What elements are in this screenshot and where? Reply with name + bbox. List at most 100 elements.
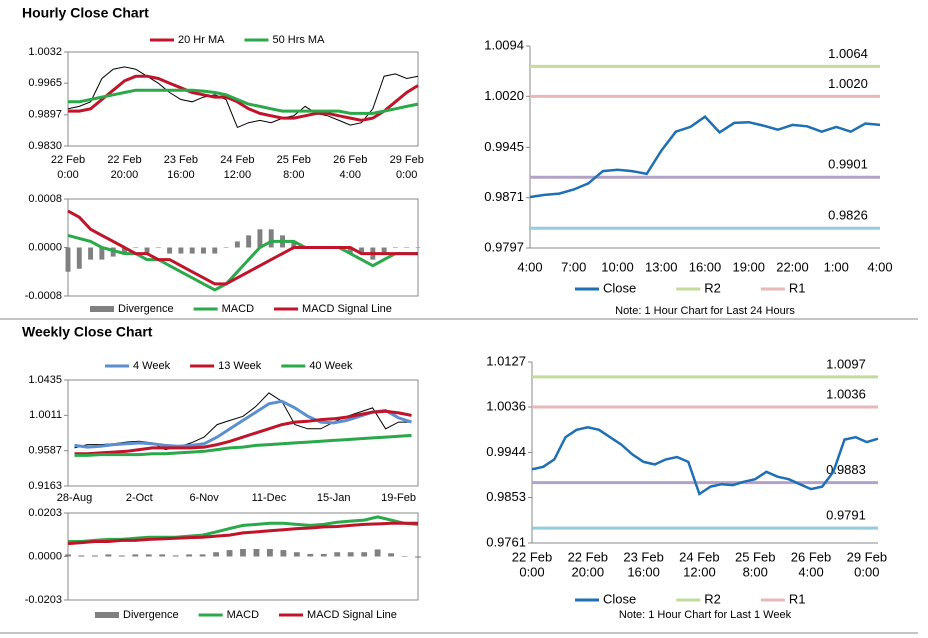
x-tick-label: 20:00 [572, 564, 605, 579]
divergence-bar [392, 247, 398, 248]
y-tick-label: 0.9853 [486, 489, 526, 504]
x-tick-label: 29 Feb [847, 549, 887, 564]
y-tick-label: 1.0094 [484, 37, 524, 52]
chart: 1.0094 1.0020 0.9945 0.9871 0.9797 4:00 7:00 10… [484, 37, 892, 316]
divergence-bar [415, 247, 421, 248]
x-tick-label: 1:00 [824, 259, 849, 274]
series-line [67, 233, 418, 292]
x-tick-label: 12:00 [224, 169, 252, 181]
y-tick-label: 0.0000 [28, 241, 62, 253]
series-line [74, 399, 412, 449]
legend-label: 50 Hrs MA [272, 34, 325, 46]
x-tick-label: 19-Feb [381, 492, 416, 504]
section-title: Hourly Close Chart [22, 5, 149, 21]
series-line [68, 515, 419, 543]
divergence-bar [257, 229, 263, 248]
x-tick-label: 4:00 [517, 259, 542, 274]
y-tick-label: 0.0008 [28, 193, 62, 205]
y-tick-label: -0.0203 [25, 594, 62, 606]
y-tick-label: 0.0203 [28, 507, 62, 519]
y-tick-label: 0.9871 [484, 189, 524, 204]
x-tick-label: 0:00 [519, 564, 544, 579]
x-tick-label: 25 Feb [735, 549, 775, 564]
legend-label: 4 Week [133, 360, 171, 372]
y-tick-label: 0.9761 [486, 534, 526, 549]
level-label: 0.9826 [828, 208, 868, 223]
level-label: 1.0064 [828, 46, 868, 61]
chart: 0.0203 0.0000 -0.0203 Divergence MACD MACD Si… [25, 507, 421, 621]
divergence-bar [404, 247, 410, 248]
legend-label: R1 [789, 280, 806, 295]
divergence-bar [201, 247, 206, 254]
y-tick-label: 0.9944 [486, 444, 526, 459]
plot-frame [67, 379, 419, 487]
legend-swatch [90, 306, 114, 312]
x-tick-label: 4:00 [340, 169, 361, 181]
divergence-bar [293, 552, 300, 557]
level-label: 0.9791 [826, 508, 866, 523]
divergence-bar [121, 247, 127, 254]
divergence-bar [155, 247, 161, 248]
legend-label: 40 Week [309, 360, 353, 372]
y-tick-label: 0.9945 [484, 139, 524, 154]
legend-label: Close [603, 280, 636, 295]
x-tick-label: 26 Feb [791, 549, 831, 564]
y-tick-label: 0.9965 [28, 77, 62, 89]
x-tick-label: 23 Feb [623, 549, 663, 564]
plot-frame [67, 198, 419, 297]
x-tick-label: 2-Oct [126, 492, 153, 504]
y-tick-label: 0.9587 [28, 445, 62, 457]
divergence-bar [307, 553, 314, 557]
x-tick-label: 11-Dec [252, 492, 287, 504]
divergence-bar [65, 554, 71, 557]
divergence-bar [347, 552, 354, 557]
legend-label: MACD Signal Line [307, 609, 397, 621]
y-tick-label: 0.9797 [484, 239, 524, 254]
divergence-bar [280, 550, 287, 557]
legend-label: MACD [227, 609, 259, 621]
x-tick-label: 4:00 [798, 564, 823, 579]
divergence-bar [167, 247, 173, 254]
y-tick-label: 1.0435 [28, 374, 62, 386]
y-tick-label: 0.9897 [28, 109, 62, 121]
legend-swatch [95, 612, 119, 618]
price-line [74, 392, 412, 451]
divergence-bar [105, 554, 112, 557]
x-tick-label: 16:00 [689, 259, 722, 274]
legend-label: R2 [704, 591, 721, 606]
x-tick-label: 6-Nov [189, 492, 219, 504]
x-tick-label: 22 Feb [51, 154, 85, 166]
y-tick-label: 0.9830 [28, 140, 62, 152]
divergence-bar [88, 247, 94, 260]
x-tick-label: 26 Feb [333, 154, 367, 166]
x-tick-label: 22:00 [776, 259, 809, 274]
x-tick-label: 22 Feb [512, 549, 552, 564]
y-tick-label: 0.0000 [28, 550, 62, 562]
chart-note: Note: 1 Hour Chart for Last 24 Hours [615, 305, 795, 317]
divergence-bar [291, 241, 297, 248]
x-tick-label: 13:00 [645, 259, 678, 274]
divergence-bar [186, 554, 193, 557]
divergence-bar [132, 554, 139, 557]
x-tick-label: 7:00 [561, 259, 586, 274]
divergence-bar [159, 554, 166, 557]
legend-label: Divergence [118, 303, 174, 315]
legend-label: R1 [789, 591, 806, 606]
series-line [68, 74, 419, 122]
x-tick-label: 8:00 [283, 169, 304, 181]
divergence-bar [246, 235, 252, 248]
legend-label: 13 Week [218, 360, 262, 372]
y-tick-label: 1.0011 [29, 409, 62, 421]
divergence-bar [267, 549, 273, 557]
divergence-bar [144, 247, 150, 254]
divergence-bar [374, 549, 381, 557]
divergence-bar [172, 555, 179, 557]
divergence-bar [401, 556, 408, 557]
legend-label: MACD [222, 303, 254, 315]
series-line [529, 115, 881, 199]
x-tick-label: 8:00 [743, 564, 768, 579]
series-line [74, 409, 412, 456]
x-tick-label: 25 Feb [277, 154, 311, 166]
